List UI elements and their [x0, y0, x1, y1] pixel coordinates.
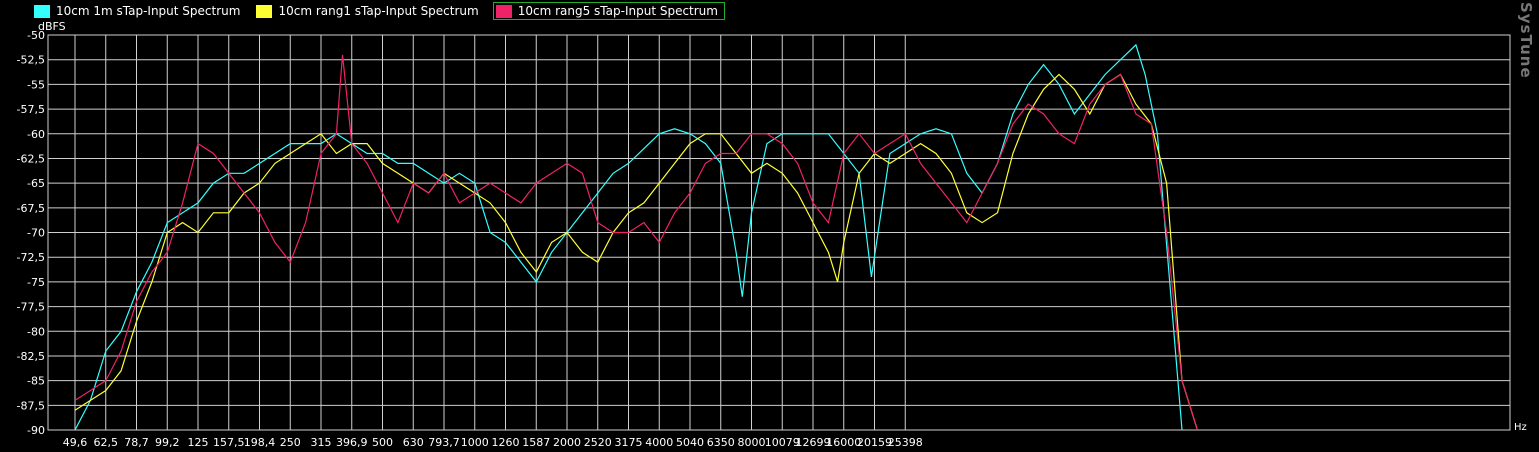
y-tick-label: -60 [27, 128, 45, 141]
x-tick-label: 6350 [707, 436, 735, 449]
x-tick-label: 20159 [857, 436, 892, 449]
x-tick-label: 1000 [461, 436, 489, 449]
legend-label: 10cm 1m sTap-Input Spectrum [56, 4, 241, 18]
x-tick-label: 793,7 [428, 436, 460, 449]
legend-label: 10cm rang1 sTap-Input Spectrum [278, 4, 479, 18]
y-tick-label: -85 [27, 375, 45, 388]
x-tick-label: 1587 [522, 436, 550, 449]
y-tick-label: -80 [27, 325, 45, 338]
y-axis-label: dBFS [38, 20, 66, 33]
y-tick-label: -55 [27, 78, 45, 91]
y-tick-label: -87,5 [17, 399, 45, 412]
y-tick-label: -52,5 [17, 54, 45, 67]
legend-swatch [256, 4, 273, 18]
y-tick-label: -82,5 [17, 350, 45, 363]
x-tick-label: 315 [311, 436, 332, 449]
y-tick-label: -65 [27, 177, 45, 190]
y-tick-label: -70 [27, 227, 45, 240]
legend-swatch [34, 4, 50, 18]
x-tick-label: 78,7 [124, 436, 149, 449]
legend-item-3[interactable]: 10cm rang5 sTap-Input Spectrum [492, 2, 725, 20]
x-tick-label: 4000 [645, 436, 673, 449]
x-tick-label: 2520 [584, 436, 612, 449]
x-tick-label: 49,6 [63, 436, 88, 449]
x-tick-label: 125 [188, 436, 209, 449]
y-tick-label: -50 [27, 29, 45, 42]
x-tick-label: 157,5 [213, 436, 245, 449]
y-tick-label: -67,5 [17, 202, 45, 215]
legend-item-2[interactable]: 10cm rang1 sTap-Input Spectrum [254, 2, 484, 20]
x-tick-label: 250 [280, 436, 301, 449]
series-line-1 [74, 43, 1183, 430]
legend: 10cm 1m sTap-Input Spectrum 10cm rang1 sT… [0, 0, 725, 22]
x-tick-label: 1260 [492, 436, 520, 449]
x-tick-label: 10079 [765, 436, 800, 449]
x-tick-label: 16000 [826, 436, 861, 449]
y-tick-label: -57,5 [17, 103, 45, 116]
x-tick-label: 8000 [738, 436, 766, 449]
x-tick-label: 62,5 [94, 436, 119, 449]
y-tick-label: -62,5 [17, 152, 45, 165]
y-tick-label: -75 [27, 276, 45, 289]
x-tick-label: 99,2 [155, 436, 180, 449]
x-tick-label: 500 [372, 436, 393, 449]
brand-watermark: SysTune [1517, 2, 1535, 79]
y-tick-label: -72,5 [17, 251, 45, 264]
series-line-2 [74, 73, 1198, 430]
x-tick-label: 630 [403, 436, 424, 449]
legend-label: 10cm rang5 sTap-Input Spectrum [517, 4, 718, 18]
x-tick-label: 198,4 [244, 436, 276, 449]
y-tick-label: -77,5 [17, 301, 45, 314]
y-tick-label: -90 [27, 424, 45, 437]
series-line-3 [74, 54, 1198, 430]
x-axis-label: Hz [1514, 422, 1527, 433]
x-tick-label: 2000 [553, 436, 581, 449]
x-tick-label: 5040 [676, 436, 704, 449]
x-tick-label: 12699 [796, 436, 831, 449]
x-tick-label: 25398 [888, 436, 923, 449]
x-tick-label: 3175 [615, 436, 643, 449]
legend-item-1[interactable]: 10cm 1m sTap-Input Spectrum [32, 2, 246, 20]
legend-swatch [495, 4, 512, 18]
x-tick-label: 396,9 [336, 436, 368, 449]
